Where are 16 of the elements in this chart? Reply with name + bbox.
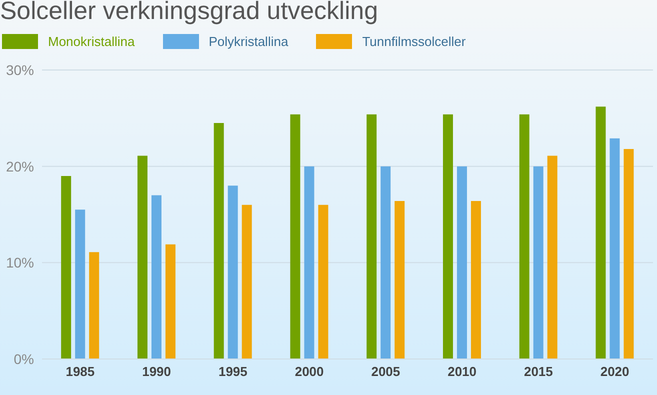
x-tick-label: 1985 — [66, 364, 95, 380]
x-tick-label: 1995 — [218, 364, 248, 380]
legend-label: Monokristallina — [48, 34, 135, 48]
x-tick-label: 2000 — [294, 364, 324, 380]
legend-label: Polykristallina — [208, 34, 288, 48]
chart-title: Solceller verkningsgrad utveckling — [0, 0, 379, 27]
x-tick-label: 2015 — [524, 364, 553, 380]
y-tick-label: 30% — [6, 62, 34, 78]
y-tick-label: 20% — [6, 158, 34, 174]
x-tick-label: 2020 — [600, 364, 630, 380]
x-tick-label: 2010 — [448, 364, 477, 380]
x-tick-label: 2005 — [371, 364, 400, 380]
x-tick-label: 1990 — [142, 364, 172, 380]
legend-label: Tunnfilmssolceller — [362, 34, 466, 48]
y-tick-label: 0% — [14, 350, 34, 367]
y-tick-label: 10% — [6, 254, 34, 271]
